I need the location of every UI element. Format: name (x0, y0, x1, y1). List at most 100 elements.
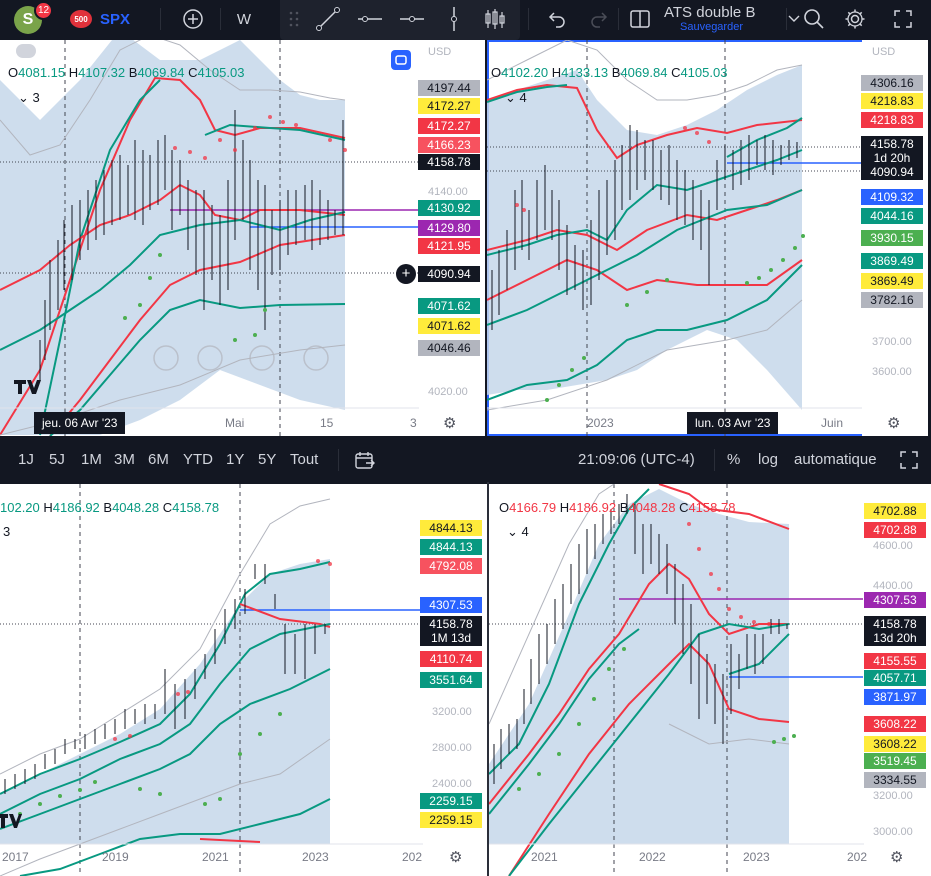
range-all[interactable]: Tout (290, 451, 319, 468)
crosshair-price-label: 4090.94 (861, 164, 923, 180)
trend-line-icon[interactable] (310, 0, 346, 38)
chart-pane-top-left[interactable]: O4081.15 H4107.32 B4069.84 C4105.03 ⌄ 3 … (0, 40, 485, 436)
x-tick: Juin (821, 416, 844, 430)
bottom-toolbar: 1J 5J 1M 3M 6M YTD 1Y 5Y Tout 21:09:06 (… (0, 438, 931, 482)
layout-name: ATS double B (664, 4, 756, 21)
range-3m[interactable]: 3M (114, 451, 135, 468)
horizontal-ray-icon[interactable] (394, 0, 430, 38)
price-label: 4057.71 (864, 670, 926, 686)
timezone-clock[interactable]: 21:09:06 (UTC-4) (578, 451, 695, 468)
price-label: 3869.49 (861, 253, 923, 269)
gear-icon[interactable]: ⚙ (890, 849, 904, 866)
gear-icon[interactable]: ⚙ (449, 849, 463, 866)
bar-countdown: 1d 20h (861, 151, 923, 165)
gear-icon[interactable]: ⚙ (443, 415, 457, 432)
fullscreen-icon[interactable] (899, 450, 919, 475)
plus-circle-icon[interactable] (180, 0, 206, 38)
chart-pane-bottom-left[interactable]: 102.20 H4186.92 B4048.28 C4158.78 3 3200… (0, 484, 487, 876)
y-tick: 3000.00 (873, 826, 913, 838)
auto-scale-toggle[interactable]: automatique (794, 451, 877, 468)
divider (220, 8, 221, 30)
price-label: 4218.83 (861, 93, 923, 109)
indicator-count[interactable]: ⌄ 4 (505, 90, 527, 105)
price-label: 4306.16 (861, 75, 923, 91)
bar-countdown: 1M 13d (420, 631, 482, 646)
range-1m[interactable]: 1M (81, 451, 102, 468)
fullscreen-icon[interactable] (890, 0, 916, 38)
chart-pane-top-right[interactable]: O4102.20 H4133.13 B4069.84 C4105.03 ⌄ 4 … (487, 40, 928, 436)
price-label: 4071.62 (418, 318, 480, 334)
x-tick: 202 (402, 850, 423, 864)
ohlc-legend: O4081.15 H4107.32 B4069.84 C4105.03 (8, 65, 245, 80)
pane-divider[interactable] (487, 482, 489, 876)
sync-icon[interactable] (391, 50, 411, 70)
chart-pane-bottom-right[interactable]: O4166.79 H4186.92 B4048.28 C4158.78 ⌄ 4 … (489, 484, 931, 876)
divider (618, 8, 619, 30)
y-tick: 4020.00 (428, 386, 468, 398)
range-5y[interactable]: 5Y (258, 451, 277, 468)
range-6m[interactable]: 6M (148, 451, 169, 468)
divider (714, 449, 715, 471)
collapse-pill[interactable] (16, 44, 36, 58)
candles-icon[interactable] (478, 0, 514, 38)
log-toggle[interactable]: log (758, 451, 779, 468)
price-label: 4110.74 (420, 651, 482, 667)
horizontal-line-icon[interactable] (352, 0, 388, 38)
y-tick: 3200.00 (873, 790, 913, 802)
save-status: Sauvegarder (680, 21, 743, 33)
y-tick: 2400.00 (432, 778, 472, 790)
x-tick: 2019 (102, 850, 129, 864)
drag-handle-icon[interactable] (284, 0, 304, 38)
x-tick: 2021 (531, 850, 558, 864)
axis-unit[interactable]: USD (872, 46, 896, 58)
price-label: 4046.46 (418, 340, 480, 356)
y-tick: 3700.00 (872, 336, 912, 348)
crosshair-date-label: jeu. 06 Avr '23 (34, 412, 126, 434)
layout-selector[interactable]: ATS double B Sauvegarder (664, 4, 764, 34)
redo-icon[interactable] (586, 0, 612, 38)
symbol-button[interactable]: SPX (99, 10, 130, 28)
range-5d[interactable]: 5J (49, 451, 65, 468)
price-label: 3871.97 (864, 689, 926, 705)
interval-button[interactable]: W (236, 10, 252, 28)
y-tick: 4600.00 (873, 540, 913, 552)
x-tick: 15 (320, 416, 334, 430)
undo-icon[interactable] (544, 0, 570, 38)
add-alert-icon[interactable]: + (396, 264, 416, 284)
axis-unit[interactable]: USD (428, 46, 452, 58)
price-label: 3608.22 (864, 716, 926, 732)
divider (160, 8, 161, 30)
price-label: 4702.88 (864, 522, 926, 538)
notification-badge[interactable]: 12 (34, 1, 53, 20)
x-tick: 2017 (2, 850, 29, 864)
price-label: 3930.15 (861, 230, 923, 246)
range-1d[interactable]: 1J (18, 451, 34, 468)
price-label: 4844.13 (420, 520, 482, 536)
gear-icon[interactable]: ⚙ (887, 415, 901, 432)
price-label: 4197.44 (418, 80, 480, 96)
indicator-count[interactable]: 3 (3, 524, 11, 539)
last-price-label: 4158.78 (418, 154, 480, 170)
y-tick: 3200.00 (432, 706, 472, 718)
chevron-down-icon[interactable] (786, 0, 802, 38)
price-label: 4071.62 (418, 298, 480, 314)
indicator-count[interactable]: ⌄ 4 (507, 524, 529, 539)
vertical-line-icon[interactable] (436, 0, 472, 38)
gear-icon[interactable] (842, 0, 868, 38)
indicator-count[interactable]: ⌄ 3 (18, 90, 40, 105)
pane-divider[interactable] (485, 40, 487, 438)
divider (338, 449, 339, 471)
crosshair-date-label: lun. 03 Avr '23 (687, 412, 779, 434)
ohlc-legend: O4102.20 H4133.13 B4069.84 C4105.03 (491, 65, 728, 80)
calendar-range-icon[interactable] (354, 450, 376, 475)
range-ytd[interactable]: YTD (183, 451, 213, 468)
layout-icon[interactable] (626, 0, 654, 38)
range-1y[interactable]: 1Y (226, 451, 245, 468)
y-tick: 2800.00 (432, 742, 472, 754)
search-icon[interactable] (801, 0, 827, 38)
chart-canvas[interactable] (0, 484, 487, 876)
y-tick: 3600.00 (872, 366, 912, 378)
chart-canvas[interactable] (0, 40, 485, 436)
percent-toggle[interactable]: % (727, 451, 741, 468)
x-tick: 2023 (302, 850, 329, 864)
